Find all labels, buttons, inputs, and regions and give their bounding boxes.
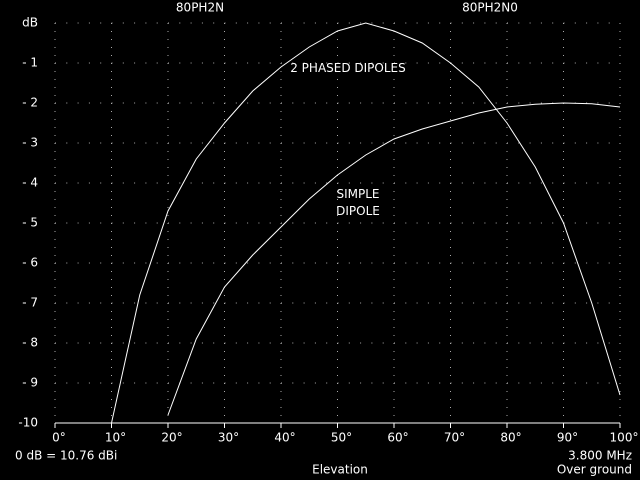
x-tick-label: 10° xyxy=(105,431,126,445)
x-tick-label: 50° xyxy=(331,431,352,445)
y-tick-label: - 8 xyxy=(22,336,38,350)
y-tick-label: - 3 xyxy=(22,136,38,150)
y-tick-label: - 6 xyxy=(22,256,38,270)
y-tick-label: -10 xyxy=(18,416,38,430)
x-tick-label: 100° xyxy=(610,431,639,445)
ground-type: Over ground xyxy=(557,463,632,477)
chart-title: 80PH2N0 xyxy=(462,1,518,15)
y-tick-label: - 7 xyxy=(22,296,38,310)
y-tick-label: - 4 xyxy=(22,176,38,190)
gain-reference: 0 dB = 10.76 dBi xyxy=(15,449,117,463)
series-line xyxy=(111,22,621,424)
x-tick-label: 70° xyxy=(444,431,465,445)
x-tick-label: 60° xyxy=(387,431,408,445)
series-line xyxy=(167,102,621,416)
chart-title: 80PH2N xyxy=(176,1,224,15)
x-tick-label: 0° xyxy=(52,431,66,445)
x-tick-label: 80° xyxy=(500,431,521,445)
x-axis-label: Elevation xyxy=(312,463,368,477)
series-label: SIMPLE DIPOLE xyxy=(336,187,380,218)
x-tick-label: 40° xyxy=(274,431,295,445)
y-tick-label: - 2 xyxy=(22,96,38,110)
x-tick-label: 30° xyxy=(218,431,239,445)
x-tick-label: 20° xyxy=(161,431,182,445)
x-tick-label: 90° xyxy=(557,431,578,445)
frequency: 3.800 MHz xyxy=(568,449,632,463)
y-tick-label: - 1 xyxy=(22,56,38,70)
y-tick-label: dB xyxy=(22,16,38,30)
series-label: 2 PHASED DIPOLES xyxy=(290,61,406,75)
y-tick-label: - 9 xyxy=(22,376,38,390)
y-tick-label: - 5 xyxy=(22,216,38,230)
